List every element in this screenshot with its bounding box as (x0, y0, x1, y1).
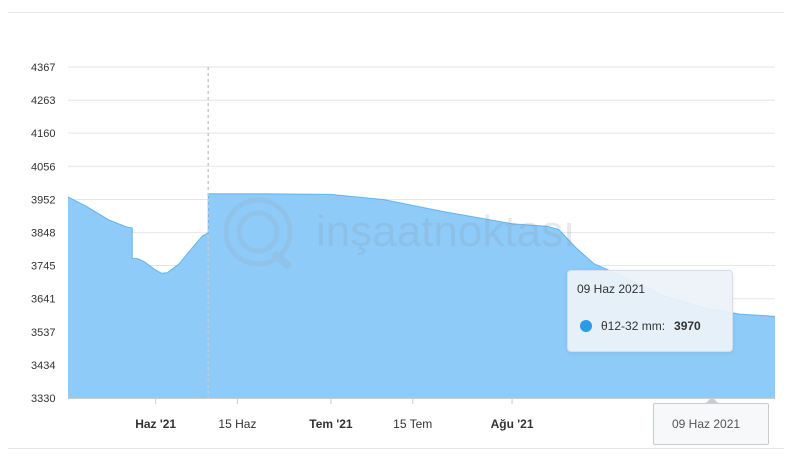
y-tick-label: 3537 (31, 327, 55, 339)
y-tick-label: 4160 (31, 128, 55, 140)
data-point (166, 271, 168, 273)
y-tick-label: 4056 (31, 161, 55, 173)
tooltip-value: 3970 (674, 319, 701, 333)
data-point (575, 247, 577, 249)
tooltip-date: 09 Haz 2021 (577, 282, 646, 296)
tooltip-series-label: θ12-32 mm: (601, 319, 666, 333)
series-dot-icon (580, 320, 592, 332)
data-point (67, 196, 69, 198)
data-point (330, 193, 332, 195)
data-point (131, 227, 133, 229)
crosshair-label-pointer (706, 397, 718, 403)
x-axis: Haz '21 15 Haz Tem '21 15 Tem Ağu '21 (68, 398, 775, 431)
data-point (382, 198, 384, 200)
crosshair-date-label: 09 Haz 2021 (653, 403, 769, 445)
watermark-logo: inşaatnoktası (223, 197, 575, 270)
y-tick-label: 4263 (31, 95, 55, 107)
tooltip: 09 Haz 2021 θ12-32 mm: 3970 (567, 270, 733, 352)
y-tick-label: 3330 (31, 393, 55, 405)
x-tick-label: 15 Tem (393, 417, 432, 431)
y-tick-label: 3641 (31, 294, 55, 306)
y-axis: 4367 4263 4160 4056 3952 3848 3745 3641 3537 3434… (31, 62, 55, 405)
data-point (178, 263, 180, 265)
data-point (84, 205, 86, 207)
y-tick-label: 3848 (31, 228, 55, 240)
data-point (201, 235, 203, 237)
x-tick-label: Haz '21 (135, 417, 176, 431)
data-point (137, 258, 139, 260)
data-point (108, 219, 110, 221)
chart-frame-bottom (8, 448, 784, 449)
crosshair-date-text: 09 Haz 2021 (672, 417, 741, 431)
y-tick-label: 4367 (31, 62, 55, 74)
data-point (160, 272, 162, 274)
x-tick-label: 15 Haz (218, 417, 256, 431)
y-tick-label: 3952 (31, 194, 55, 206)
data-point (739, 313, 741, 315)
data-point (154, 269, 156, 271)
chart-frame-top (8, 12, 784, 13)
tooltip-row: θ12-32 mm: 3970 (580, 319, 701, 333)
data-point (774, 315, 776, 317)
y-tick-label: 3434 (31, 360, 55, 372)
data-point (125, 226, 127, 228)
data-point (593, 262, 595, 264)
x-tick-label: Tem '21 (309, 417, 353, 431)
data-point (265, 193, 267, 195)
data-point (131, 257, 133, 259)
data-point (190, 248, 192, 250)
y-tick-label: 3745 (31, 261, 55, 273)
x-tick-label: Ağu '21 (491, 417, 534, 431)
data-point (143, 260, 145, 262)
watermark-text: inşaatnoktası (316, 207, 575, 256)
